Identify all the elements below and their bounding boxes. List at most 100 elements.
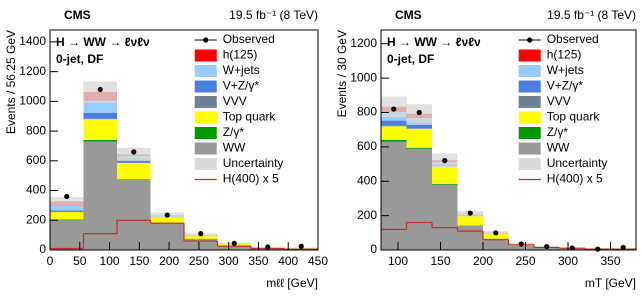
legend-label: WW — [547, 141, 570, 155]
stack-segment — [83, 141, 117, 250]
x-axis-label: mT [GeV] — [585, 276, 636, 290]
legend-label: V+Z/γ* — [223, 79, 260, 93]
observed-point — [595, 246, 601, 252]
legend-label: Top quark — [547, 110, 601, 124]
observed-point — [569, 245, 575, 251]
plot-frame — [380, 29, 637, 251]
x-tick-label: 450 — [308, 254, 328, 268]
observed-point — [518, 241, 524, 247]
legend-label: W+jets — [223, 63, 260, 77]
y-axis-label: Events / 56.25 GeV — [4, 30, 18, 134]
stack-segment — [508, 245, 534, 250]
stack-segment — [117, 163, 151, 180]
stack-segment — [50, 210, 84, 212]
stack-segment — [432, 183, 458, 185]
stack-segment — [217, 245, 251, 250]
stack-segment — [83, 112, 117, 119]
legend-label: h(125) — [547, 48, 582, 62]
lumi-label: 19.5 fb⁻¹ (8 TeV) — [229, 8, 318, 22]
stack-segment — [406, 128, 432, 148]
legend-label: W+jets — [547, 63, 584, 77]
observed-point — [442, 158, 448, 164]
legend-swatch — [518, 111, 541, 124]
legend-label: Uncertainty — [223, 156, 284, 170]
legend-swatch — [518, 127, 541, 139]
stack-segment — [457, 225, 483, 250]
legend-swatch — [194, 142, 217, 155]
legend-label: VVV — [547, 94, 571, 108]
legend-label: Uncertainty — [547, 156, 608, 170]
y-tick-label: 0 — [39, 242, 46, 256]
x-tick-label: 200 — [473, 254, 493, 268]
stack-segment — [406, 148, 432, 250]
x-tick-label: 250 — [189, 254, 209, 268]
observed-point — [198, 231, 204, 237]
legend-label: Observed — [223, 32, 275, 46]
stack-segment — [117, 180, 151, 250]
legend-swatch — [194, 127, 217, 139]
x-tick-label: 350 — [248, 254, 268, 268]
legend-swatch — [518, 158, 541, 170]
legend-label: Observed — [547, 32, 599, 46]
observed-point — [416, 109, 422, 116]
histogram-panel: 0 200 400 600 800 1000 1200 1400 0 50 100 150 200 250… — [4, 8, 328, 290]
x-axis-label: mℓℓ [GeV] — [266, 276, 318, 290]
stack-segment — [150, 223, 184, 250]
x-tick-label: 300 — [558, 254, 578, 268]
stack-segment — [483, 238, 509, 250]
annotation: H → WW → ℓνℓν — [56, 35, 150, 49]
y-tick-label: 0 — [370, 242, 377, 256]
stack-segment — [50, 219, 84, 221]
observed-point — [164, 212, 170, 218]
stack-segment — [381, 140, 407, 142]
stack-segment — [50, 220, 84, 250]
legend-label: H(400) x 5 — [223, 172, 279, 186]
legend-swatch — [518, 65, 541, 77]
observed-point — [620, 244, 626, 251]
legend-swatch — [194, 158, 217, 170]
observed-point — [493, 230, 499, 236]
stack-segment — [50, 205, 84, 211]
observed-point — [298, 243, 304, 249]
legend-label: h(125) — [223, 48, 258, 62]
x-tick-label: 150 — [430, 254, 450, 268]
y-tick-label: 400 — [26, 183, 46, 197]
stack-segment — [381, 126, 407, 140]
y-tick-label: 1200 — [19, 64, 46, 78]
stack-segment — [381, 141, 407, 250]
y-tick-label: 600 — [357, 139, 377, 153]
stack-segment — [483, 233, 509, 239]
legend-swatch — [518, 49, 541, 62]
x-tick-label: 400 — [278, 254, 298, 268]
uncertainty-band — [50, 196, 84, 206]
y-tick-label: 1400 — [19, 34, 46, 48]
stack-segment — [184, 238, 218, 250]
y-tick-label: 400 — [357, 173, 377, 187]
y-axis-label: Events / 30 GeV — [335, 30, 349, 117]
histogram-panel: 0 200 400 600 800 1000 1200 100 150 200 250 300 350 m… — [335, 8, 637, 290]
annotation: 0-jet, DF — [387, 52, 434, 66]
x-tick-label: 350 — [600, 254, 620, 268]
legend-label: Top quark — [223, 110, 277, 124]
stack-segment — [432, 166, 458, 184]
observed-point — [64, 193, 70, 200]
stack-segment — [381, 125, 407, 127]
x-tick-label: 100 — [100, 254, 120, 268]
x-tick-label: 250 — [515, 254, 535, 268]
legend-swatch — [194, 111, 217, 124]
stack-segment — [406, 128, 432, 129]
x-tick-label: 200 — [159, 254, 179, 268]
y-tick-label: 1000 — [19, 94, 46, 108]
legend-swatch — [194, 49, 217, 62]
legend-swatch — [194, 65, 217, 77]
experiment-label: CMS — [64, 8, 91, 22]
stack-segment — [184, 235, 218, 239]
y-tick-label: 200 — [357, 208, 377, 222]
observed-point — [467, 210, 473, 216]
y-tick-label: 1200 — [350, 36, 377, 50]
stack-segment — [117, 179, 151, 181]
observed-point — [544, 243, 550, 250]
experiment-label: CMS — [395, 8, 422, 22]
annotation: 0-jet, DF — [56, 52, 103, 66]
